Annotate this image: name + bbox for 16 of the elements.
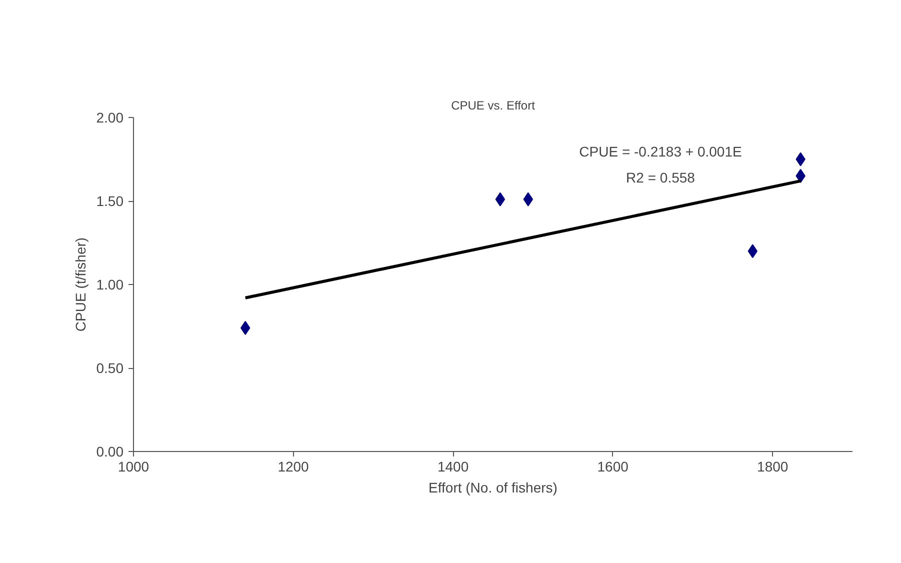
x-tick-label: 1600	[597, 458, 629, 474]
annotation: R2 = 0.558	[626, 170, 696, 186]
chart-title: CPUE vs. Effort	[451, 98, 536, 112]
x-tick-label: 1000	[118, 458, 150, 474]
x-axis-title: Effort (No. of fishers)	[428, 480, 558, 496]
y-tick-label: 1.50	[96, 193, 124, 209]
y-tick-label: 0.00	[96, 444, 124, 460]
x-tick-label: 1200	[278, 458, 310, 474]
x-tick-label: 1400	[437, 458, 469, 474]
y-tick-label: 1.00	[96, 276, 124, 292]
y-axis-title: CPUE (t/fisher)	[72, 237, 88, 332]
x-tick-label: 1800	[757, 458, 788, 474]
annotation: CPUE = -0.2183 + 0.001E	[579, 144, 742, 160]
point	[495, 192, 506, 206]
y-tick-label: 2.00	[96, 110, 124, 126]
y-tick-label: 0.50	[96, 360, 124, 376]
